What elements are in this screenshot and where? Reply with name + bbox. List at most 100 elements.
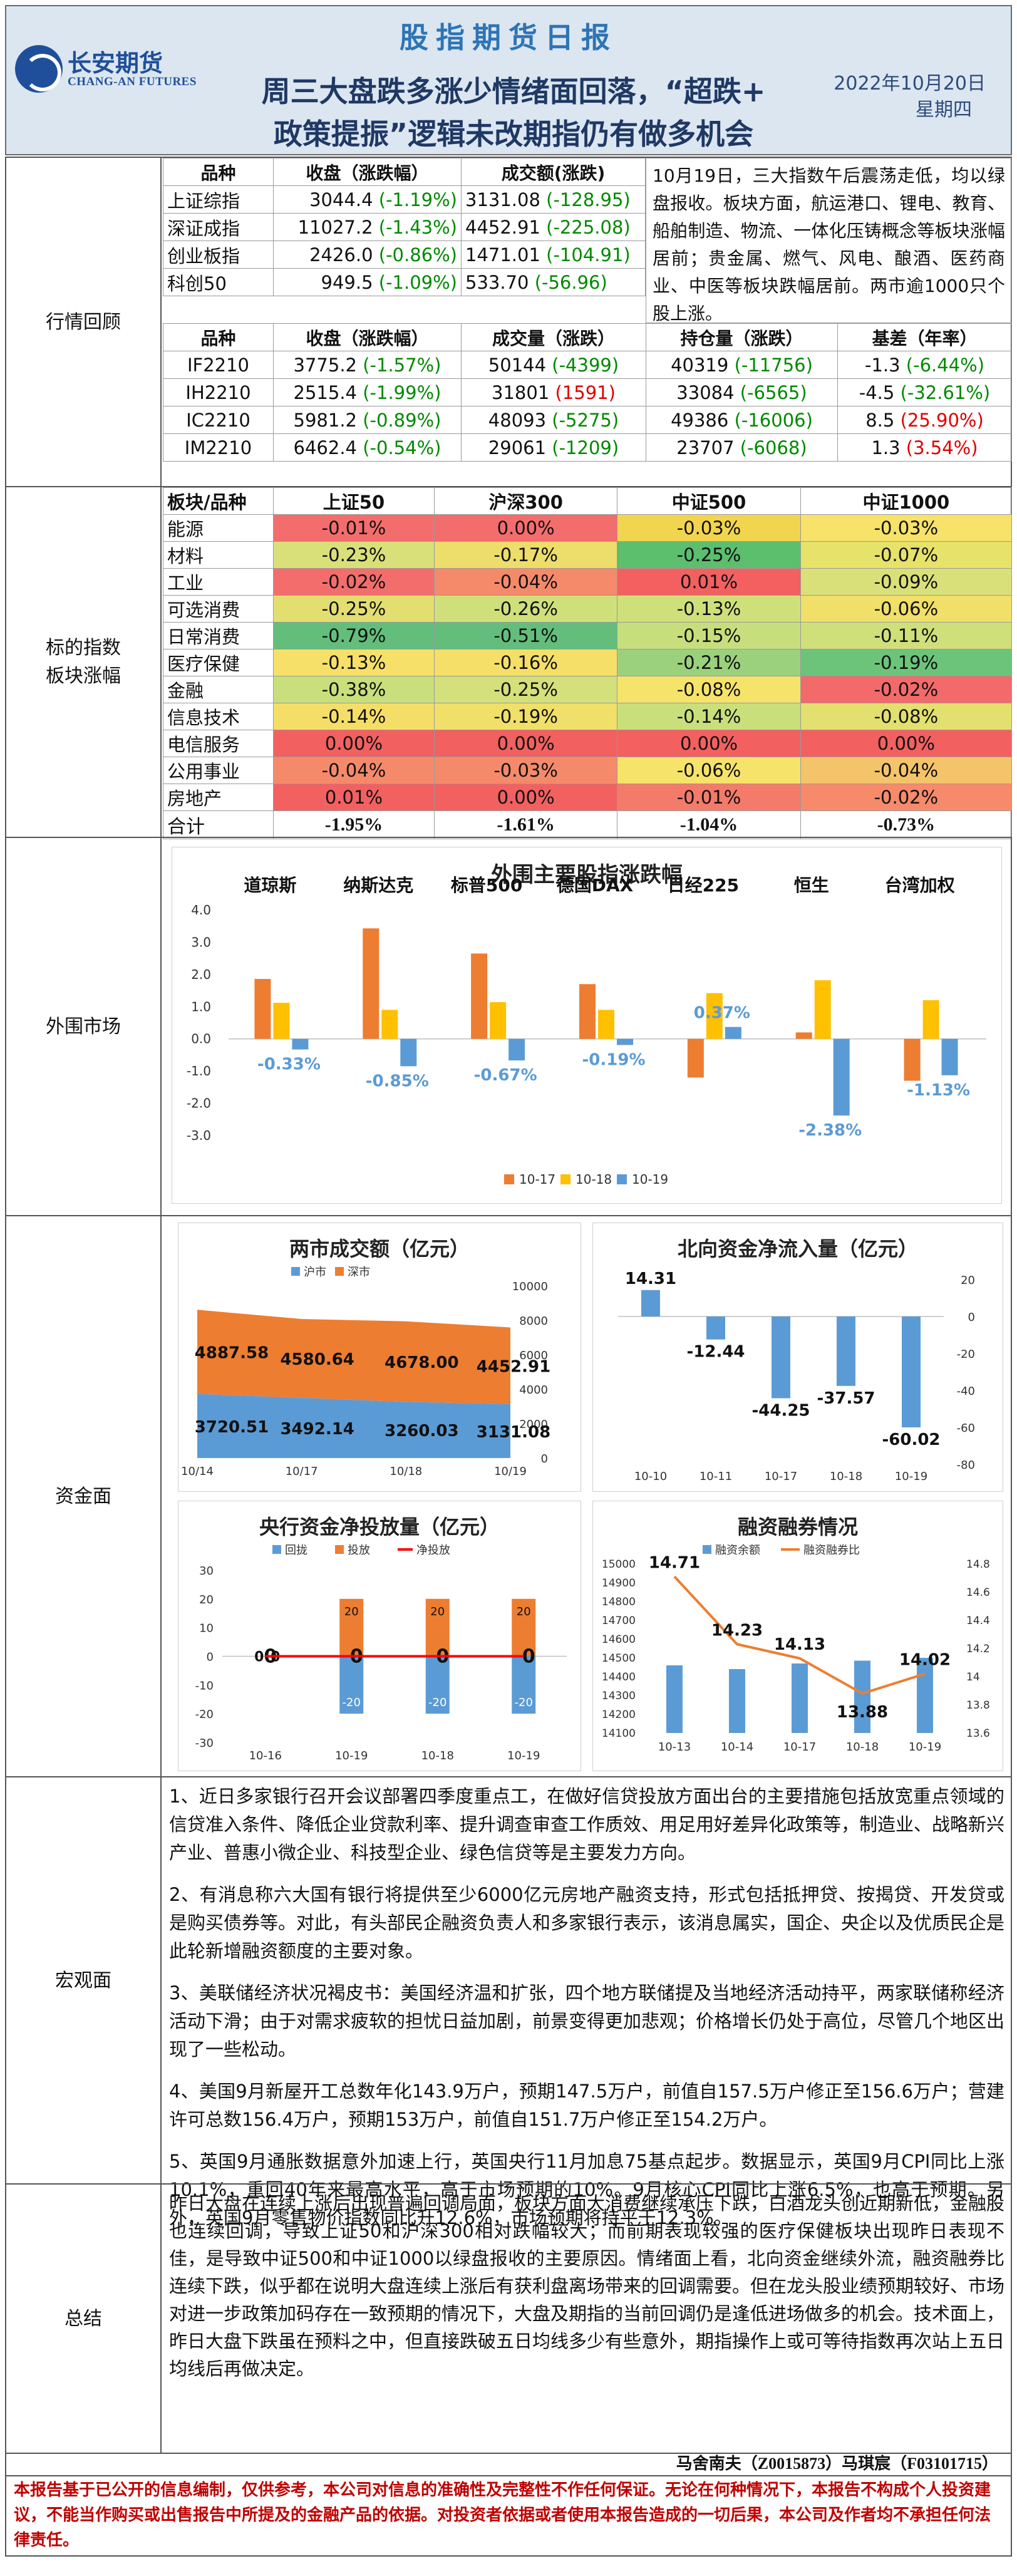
company-name-en: CHANG-AN FUTURES	[68, 75, 197, 88]
fut-header-oi: 持仓量（涨跌）	[646, 323, 838, 351]
northbound-bar-chart: 20 0 -20 -40 -60 -80 14.31 10-10 -12.44 10-11 -44.…	[618, 1270, 975, 1483]
overseas-section: 外围市场 外围主要股指涨跌幅 4.0 3.0 2.0 1.0 0.0 -1.0 -2.0 -3…	[5, 837, 1012, 1216]
sector-total-value: -1.61%	[433, 810, 618, 839]
sector-cell: -0.51%	[433, 622, 618, 649]
overseas-bar-10-19	[833, 1038, 850, 1116]
sector-cell: 0.01%	[617, 568, 801, 596]
overseas-data-label: -0.85%	[366, 1072, 429, 1090]
sector-label-line1: 标的指数	[46, 637, 121, 659]
overseas-bar-10-19	[400, 1038, 417, 1067]
overseas-bar-10-18	[381, 1010, 398, 1039]
sector-total-value: -0.73%	[800, 810, 1013, 839]
sector-cell: -0.09%	[800, 568, 1013, 596]
report-date: 2022年10月20日	[834, 73, 986, 95]
overseas-data-label: -0.19%	[582, 1050, 646, 1069]
turnover-x-tick: 10/19	[494, 1465, 527, 1478]
sector-cell: 0.00%	[617, 730, 801, 757]
sector-header-name: 板块/品种	[163, 487, 274, 515]
northbound-data-label: -60.02	[882, 1430, 940, 1449]
pboc-y-tick: 20	[199, 1593, 214, 1606]
overseas-category-label: 日经225	[668, 875, 739, 896]
sector-cell: -0.01%	[617, 784, 801, 811]
margin-chart-title: 融资融券情况	[737, 1515, 858, 1539]
overseas-data-label: -2.38%	[798, 1121, 862, 1140]
futures-basis: -1.3 (-6.44%)	[837, 351, 1012, 379]
turnover-x-tick: 10/14	[181, 1465, 214, 1478]
disclaimer: 本报告基于已公开的信息编制，仅供参考，本公司对信息的准确性及完整性不作任何保证。…	[5, 2475, 1012, 2557]
pboc-x-tick: 10-19	[335, 1749, 368, 1762]
report-title: 股指期货日报	[400, 21, 617, 54]
overseas-y-tick: -3.0	[187, 1128, 211, 1143]
sector-header-zz1000: 中证1000	[800, 487, 1013, 515]
overseas-label: 外围市场	[6, 838, 162, 1215]
sector-cell: -0.25%	[273, 595, 435, 623]
northbound-chart-box: 北向资金净流入量（亿元） 20 0 -20 -40 -60 -80 14.31 10-10 -1…	[592, 1223, 1003, 1492]
overseas-legend-label: 10-19	[632, 1172, 668, 1187]
overseas-bar-10-19	[508, 1038, 525, 1061]
sector-cell: -0.15%	[617, 622, 801, 649]
sector-table: 板块/品种 上证50 沪深300 中证500 中证1000 能源 -0.01% 0.…	[163, 487, 1013, 839]
index-name: 深证成指	[163, 213, 274, 241]
overseas-bar-10-17	[471, 953, 488, 1039]
sector-name: 电信服务	[163, 730, 274, 757]
sector-total-value: -1.95%	[273, 810, 435, 839]
sector-cell: -0.21%	[617, 649, 801, 676]
index-close: 949.5 (-1.09%)	[273, 268, 462, 296]
northbound-chart-title: 北向资金净流入量（亿元）	[677, 1237, 918, 1261]
sector-cell: -0.13%	[273, 649, 435, 676]
funds-section: 资金面 两市成交额（亿元） 10000 8000 6000 4000 2000 0 10/1…	[5, 1215, 1012, 1777]
overseas-bar-10-18	[922, 1000, 939, 1039]
sector-name: 房地产	[163, 784, 274, 811]
pboc-inject-bar	[339, 1598, 364, 1657]
northbound-y-tick: 20	[961, 1274, 975, 1287]
overseas-bar-10-17	[254, 979, 271, 1039]
turnover-y-tick: 0	[541, 1452, 548, 1466]
company-name-cn: 长安期货	[68, 49, 163, 77]
margin-y-tick-left: 14400	[602, 1671, 636, 1684]
margin-ratio-label: 14.13	[774, 1635, 825, 1654]
futures-row: IM2210 6462.4 (-0.54%) 29061 (-1209) 23707 …	[163, 433, 1012, 462]
futures-volume: 50144 (-4399)	[461, 351, 646, 379]
pboc-net-label: 0	[522, 1646, 535, 1668]
northbound-y-tick: -40	[957, 1385, 975, 1398]
sector-name: 能源	[163, 514, 274, 542]
index-header-close: 收盘（涨跌幅）	[273, 158, 462, 186]
overseas-category-label: 纳斯达克	[343, 875, 413, 896]
margin-ratio-line	[673, 1575, 926, 1695]
index-close: 2426.0 (-0.86%)	[273, 241, 462, 269]
turnover-sh-label: 3720.51	[195, 1418, 269, 1437]
sector-row: 房地产 0.01% 0.00% -0.01% -0.02%	[163, 784, 1013, 811]
fut-header-close: 收盘（涨跌幅）	[273, 323, 462, 351]
northbound-bar	[641, 1290, 660, 1316]
report-weekday: 星期四	[916, 99, 972, 121]
overseas-bar-10-17	[363, 928, 379, 1039]
sector-cell: 0.01%	[273, 784, 435, 811]
margin-balance-bar	[917, 1658, 933, 1733]
sector-total-label: 合计	[163, 810, 274, 839]
pboc-y-tick: -30	[195, 1737, 214, 1750]
futures-volume: 31801 (1591)	[461, 378, 646, 406]
sector-name: 材料	[163, 541, 274, 569]
turnover-sz-label: 4887.58	[195, 1343, 269, 1362]
sector-label-line2: 板块涨幅	[46, 665, 121, 687]
overseas-bar-10-17	[795, 1032, 812, 1039]
pboc-y-tick: 0	[207, 1651, 214, 1664]
sector-row: 能源 -0.01% 0.00% -0.03% -0.03%	[163, 514, 1013, 542]
market-review-section: 行情回顾 品种 收盘（涨跌幅） 成交额(涨跌) 上证综指 3044.4 (-1.1…	[5, 157, 1012, 487]
headline-line-1: 周三大盘跌多涨少情绪面回落，“超跌+	[261, 75, 766, 108]
margin-y-tick-left: 14500	[602, 1652, 636, 1665]
northbound-bar	[772, 1316, 790, 1399]
northbound-x-tick: 10-11	[700, 1470, 732, 1483]
turnover-area-chart: 10000 8000 6000 4000 2000 0 10/14 4887.58 3720.5…	[181, 1266, 550, 1478]
northbound-y-tick: -80	[957, 1459, 975, 1472]
sector-cell: -0.04%	[433, 568, 618, 596]
overseas-bar-10-18	[706, 993, 723, 1039]
overseas-bar-10-17	[687, 1038, 704, 1078]
overseas-y-tick: 3.0	[191, 934, 211, 949]
overseas-bar-10-19	[725, 1027, 741, 1039]
northbound-data-label: -44.25	[751, 1402, 810, 1420]
margin-balance-bar	[854, 1660, 870, 1733]
sector-name: 公用事业	[163, 757, 274, 784]
turnover-legend-label: 沪市	[304, 1266, 326, 1279]
company-logo-icon	[15, 45, 63, 93]
